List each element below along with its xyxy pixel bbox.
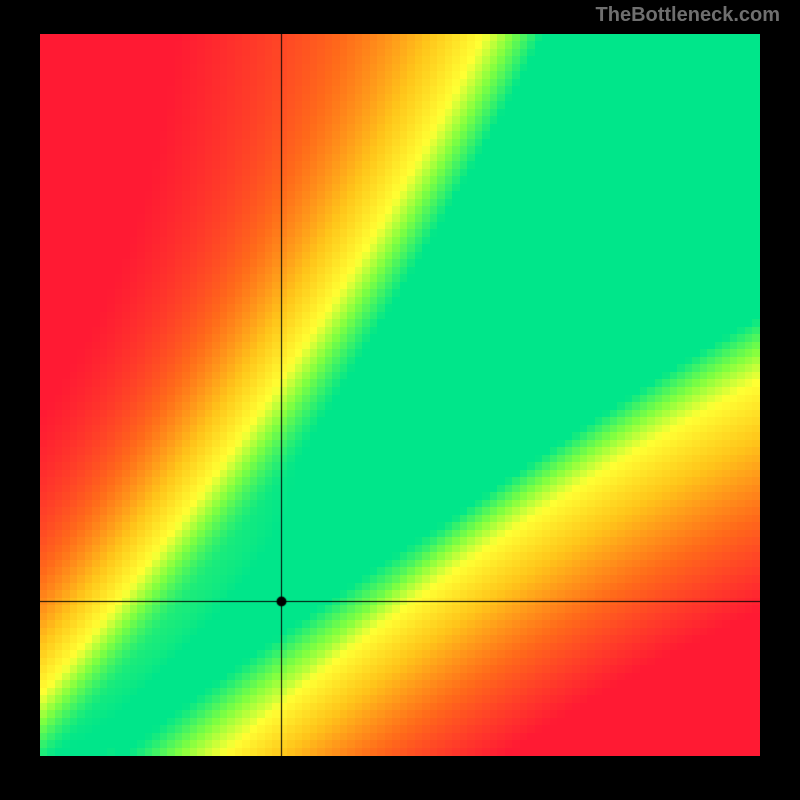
crosshair-overlay xyxy=(40,34,760,756)
figure-root: TheBottleneck.com xyxy=(0,0,800,800)
watermark-label: TheBottleneck.com xyxy=(596,4,780,27)
